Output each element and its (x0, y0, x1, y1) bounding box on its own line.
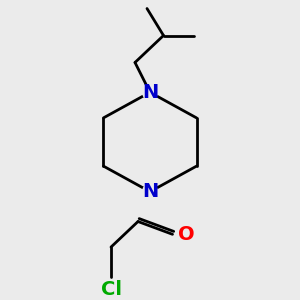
Text: N: N (142, 182, 158, 201)
Circle shape (142, 184, 158, 199)
Text: N: N (142, 83, 158, 102)
Text: Cl: Cl (100, 280, 122, 299)
Text: O: O (178, 225, 194, 244)
Circle shape (142, 85, 158, 99)
